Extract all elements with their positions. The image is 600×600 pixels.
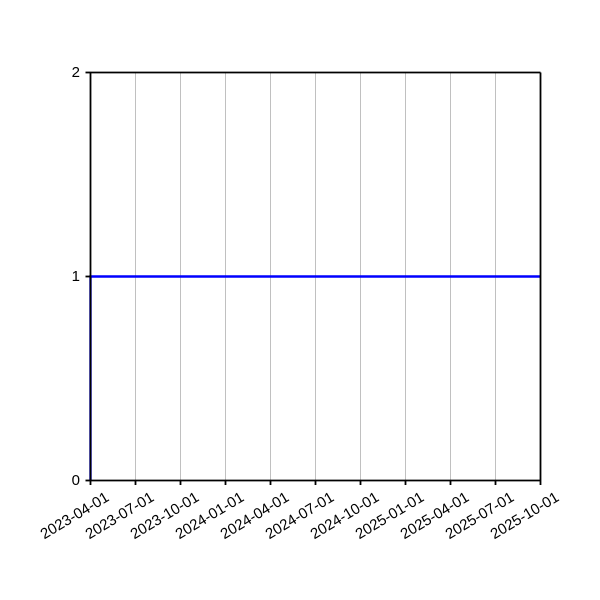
svg-text:0: 0 <box>72 472 80 489</box>
svg-text:1: 1 <box>72 268 80 285</box>
svg-text:2: 2 <box>72 64 80 81</box>
